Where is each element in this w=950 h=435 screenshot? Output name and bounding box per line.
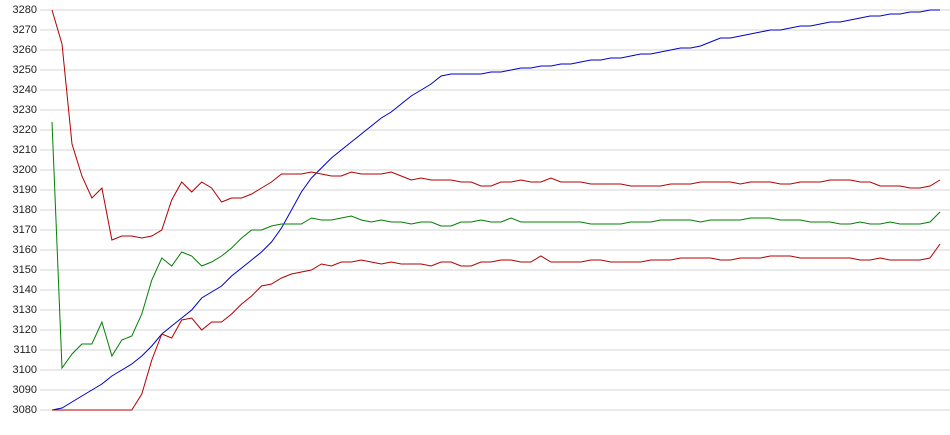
y-tick-label: 3200 — [13, 164, 37, 176]
y-tick-label: 3110 — [13, 344, 37, 356]
y-tick-label: 3090 — [13, 384, 37, 396]
y-tick-label: 3220 — [13, 124, 37, 136]
y-tick-label: 3180 — [13, 204, 37, 216]
y-tick-label: 3150 — [13, 264, 37, 276]
y-tick-label: 3080 — [13, 404, 37, 416]
y-tick-label: 3270 — [13, 24, 37, 36]
line-series — [51, 9, 941, 241]
line-series — [51, 121, 941, 370]
y-tick-label: 3120 — [13, 324, 37, 336]
y-tick-label: 3210 — [13, 144, 37, 156]
y-tick-label: 3280 — [13, 4, 37, 16]
y-tick-label: 3190 — [13, 184, 37, 196]
y-tick-label: 3140 — [13, 284, 37, 296]
line-series — [52, 243, 941, 411]
y-tick-label: 3240 — [13, 84, 37, 96]
y-tick-label: 3260 — [13, 44, 37, 56]
y-tick-label: 3250 — [13, 64, 37, 76]
y-tick-label: 3100 — [13, 364, 37, 376]
y-tick-label: 3160 — [13, 244, 37, 256]
line-series — [51, 9, 940, 411]
y-tick-label: 3130 — [13, 304, 37, 316]
y-tick-label: 3170 — [13, 224, 37, 236]
y-tick-label: 3230 — [13, 104, 37, 116]
